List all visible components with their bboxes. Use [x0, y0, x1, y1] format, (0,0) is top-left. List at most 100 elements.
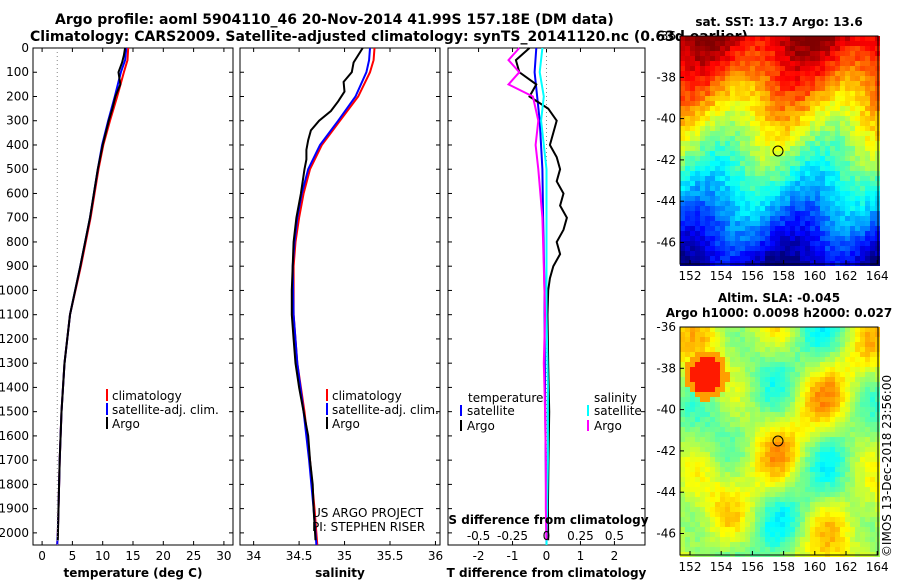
map-cell	[740, 472, 745, 477]
map-cell	[845, 216, 850, 221]
map-cell	[700, 472, 705, 477]
map-cell	[870, 537, 875, 542]
y-tick-label: 1300	[0, 356, 29, 370]
map-cell	[775, 106, 780, 111]
map-cell	[760, 216, 765, 221]
map-cell	[720, 502, 725, 507]
map-cell	[860, 397, 865, 402]
map-cell	[785, 101, 790, 106]
map-cell	[725, 46, 730, 51]
map-cell	[785, 437, 790, 442]
map-cell	[755, 76, 760, 81]
map-cell	[700, 417, 705, 422]
map-cell	[695, 382, 700, 387]
map-cell	[725, 407, 730, 412]
map-cell	[690, 201, 695, 206]
map-cell	[700, 372, 705, 377]
legend-entry: climatology	[112, 389, 182, 403]
map-cell	[835, 397, 840, 402]
series-s-satellite	[538, 47, 549, 546]
map-cell	[865, 171, 870, 176]
map-cell	[760, 402, 765, 407]
map-cell	[695, 186, 700, 191]
map-cell	[730, 427, 735, 432]
map-cell	[840, 547, 845, 552]
map-cell	[700, 246, 705, 251]
map-cell	[735, 161, 740, 166]
map-cell	[760, 86, 765, 91]
map-cell	[855, 397, 860, 402]
map-cell	[845, 91, 850, 96]
map-cell	[690, 432, 695, 437]
map-cell	[720, 221, 725, 226]
map-cell	[840, 51, 845, 56]
map-cell	[700, 51, 705, 56]
map-cell	[730, 337, 735, 342]
map-cell	[775, 56, 780, 61]
map-cell	[715, 176, 720, 181]
map-cell	[695, 146, 700, 151]
map-cell	[820, 231, 825, 236]
map-cell	[795, 246, 800, 251]
map-cell	[700, 537, 705, 542]
map-cell	[785, 332, 790, 337]
map-cell	[825, 452, 830, 457]
map-cell	[800, 352, 805, 357]
map-cell	[765, 91, 770, 96]
map-cell	[755, 377, 760, 382]
map-cell	[820, 166, 825, 171]
map-cell	[855, 156, 860, 161]
map-cell	[740, 462, 745, 467]
map-cell	[840, 482, 845, 487]
map-cell	[685, 221, 690, 226]
map-cell	[710, 432, 715, 437]
map-cell	[735, 256, 740, 261]
argo-position-marker	[772, 435, 784, 447]
map-cell	[830, 477, 835, 482]
map-cell	[720, 427, 725, 432]
map-cell	[780, 201, 785, 206]
map-cell	[815, 126, 820, 131]
map-cell	[685, 342, 690, 347]
map-cell	[710, 392, 715, 397]
map-cell	[855, 407, 860, 412]
map-cell	[870, 362, 875, 367]
map-cell	[825, 522, 830, 527]
map-cell	[690, 171, 695, 176]
map-cell	[740, 427, 745, 432]
map-cell	[850, 46, 855, 51]
map-cell	[690, 427, 695, 432]
s-tick-label: -0.5	[467, 529, 490, 543]
map-cell	[850, 146, 855, 151]
map-cell	[720, 402, 725, 407]
map-cell	[850, 482, 855, 487]
map-cell	[795, 171, 800, 176]
map-cell	[830, 151, 835, 156]
map-cell	[715, 342, 720, 347]
map-cell	[840, 191, 845, 196]
map-cell	[705, 462, 710, 467]
map-cell	[865, 66, 870, 71]
map-cell	[850, 387, 855, 392]
map-cell	[735, 246, 740, 251]
map-cell	[855, 256, 860, 261]
map-cell	[820, 367, 825, 372]
map-cell	[835, 427, 840, 432]
map-cell	[825, 71, 830, 76]
map-cell	[780, 206, 785, 211]
map-cell	[850, 171, 855, 176]
map-cell	[830, 131, 835, 136]
series-argo	[290, 47, 364, 541]
map-cell	[745, 337, 750, 342]
map-cell	[850, 216, 855, 221]
map-cell	[830, 181, 835, 186]
map-cell	[735, 181, 740, 186]
map-cell	[775, 236, 780, 241]
map-cell	[685, 402, 690, 407]
map-cell	[715, 437, 720, 442]
map-cell	[825, 91, 830, 96]
map-cell	[750, 347, 755, 352]
map-cell	[770, 171, 775, 176]
map-cell	[870, 402, 875, 407]
map-cell	[830, 497, 835, 502]
